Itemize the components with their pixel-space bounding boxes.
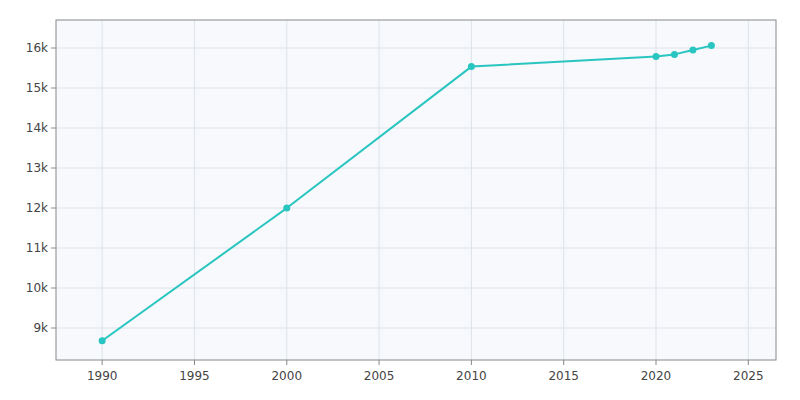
x-tick <box>286 360 287 365</box>
y-tick <box>51 128 56 129</box>
x-tick-label: 1995 <box>179 369 210 383</box>
y-tick <box>51 88 56 89</box>
plot-frame <box>56 20 776 360</box>
grid <box>56 20 776 360</box>
y-grid-line <box>56 288 776 289</box>
y-grid-line <box>56 328 776 329</box>
x-tick <box>379 360 380 365</box>
y-grid-line <box>56 48 776 49</box>
y-tick <box>51 48 56 49</box>
y-grid-line <box>56 168 776 169</box>
y-tick <box>51 288 56 289</box>
chart-container: 9k 10k 11k 12k 13k 14k 15k 16k 1990 1995 2000 2005 2… <box>0 0 800 400</box>
point <box>283 205 290 212</box>
x-grid-line <box>379 20 380 360</box>
x-tick-label: 2010 <box>456 369 487 383</box>
x-tick <box>194 360 195 365</box>
y-tick-label: 9k <box>33 321 48 335</box>
y-tick <box>51 328 56 329</box>
point <box>99 337 106 344</box>
series <box>99 42 715 344</box>
y-tick-label: 15k <box>26 81 48 95</box>
x-tick-label: 2025 <box>733 369 764 383</box>
plot-background <box>56 20 776 360</box>
x-grid-line <box>563 20 564 360</box>
point <box>653 53 660 60</box>
x-tick-label: 2005 <box>364 369 395 383</box>
x-tick-label: 2015 <box>548 369 579 383</box>
chart-svg: 9k 10k 11k 12k 13k 14k 15k 16k 1990 1995 2000 2005 2… <box>0 0 800 400</box>
x-grid-line <box>286 20 287 360</box>
y-tick-label: 10k <box>26 281 48 295</box>
x-grid-line <box>471 20 472 360</box>
x-grid-line <box>194 20 195 360</box>
x-tick-label: 2020 <box>641 369 672 383</box>
y-grid-line <box>56 248 776 249</box>
x-tick-label: 2000 <box>271 369 302 383</box>
x-tick <box>656 360 657 365</box>
y-tick-label: 16k <box>26 41 48 55</box>
x-tick <box>563 360 564 365</box>
y-tick-label: 13k <box>26 161 48 175</box>
x-tick <box>102 360 103 365</box>
y-tick-label: 12k <box>26 201 48 215</box>
x-tick <box>748 360 749 365</box>
y-tick-label: 11k <box>26 241 48 255</box>
x-grid-line <box>656 20 657 360</box>
y-grid-line <box>56 88 776 89</box>
x-tick <box>471 360 472 365</box>
point <box>671 51 678 58</box>
point <box>708 42 715 49</box>
axes: 9k 10k 11k 12k 13k 14k 15k 16k 1990 1995 2000 2005 2… <box>26 41 764 384</box>
y-grid-line <box>56 128 776 129</box>
point <box>468 63 475 70</box>
x-tick-label: 1990 <box>87 369 118 383</box>
y-tick <box>51 168 56 169</box>
x-grid-line <box>102 20 103 360</box>
line <box>102 46 711 341</box>
y-tick <box>51 208 56 209</box>
y-tick-label: 14k <box>26 121 48 135</box>
x-grid-line <box>748 20 749 360</box>
point <box>689 47 696 54</box>
y-tick <box>51 248 56 249</box>
y-grid-line <box>56 208 776 209</box>
